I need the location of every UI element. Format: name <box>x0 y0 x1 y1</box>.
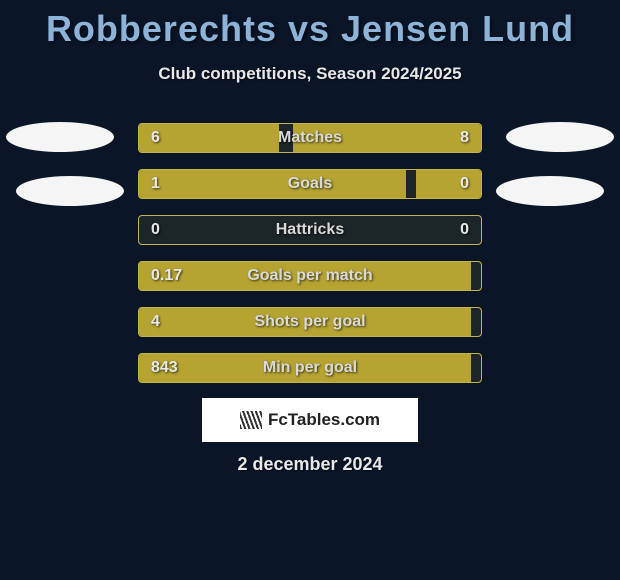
page-subtitle: Club competitions, Season 2024/2025 <box>0 64 620 84</box>
site-logo: FcTables.com <box>202 398 418 442</box>
stat-row: 843Min per goal <box>138 353 482 383</box>
player-badge-left-2 <box>16 176 124 206</box>
player-badge-left-1 <box>6 122 114 152</box>
stat-row: 4Shots per goal <box>138 307 482 337</box>
comparison-bars: 68Matches 10Goals 00Hattricks 0.17Goals per… <box>138 123 482 399</box>
stat-label: Hattricks <box>139 216 481 244</box>
player-badge-right-2 <box>496 176 604 206</box>
stat-row: 00Hattricks <box>138 215 482 245</box>
stat-label: Shots per goal <box>139 308 481 336</box>
stat-label: Matches <box>139 124 481 152</box>
date-text: 2 december 2024 <box>0 454 620 475</box>
stat-row: 68Matches <box>138 123 482 153</box>
player-badge-right-1 <box>506 122 614 152</box>
stat-label: Goals <box>139 170 481 198</box>
stat-label: Goals per match <box>139 262 481 290</box>
stat-label: Min per goal <box>139 354 481 382</box>
logo-text: FcTables.com <box>268 410 380 430</box>
chart-icon <box>240 411 262 429</box>
stat-row: 10Goals <box>138 169 482 199</box>
stat-row: 0.17Goals per match <box>138 261 482 291</box>
page-title: Robberechts vs Jensen Lund <box>0 0 620 50</box>
